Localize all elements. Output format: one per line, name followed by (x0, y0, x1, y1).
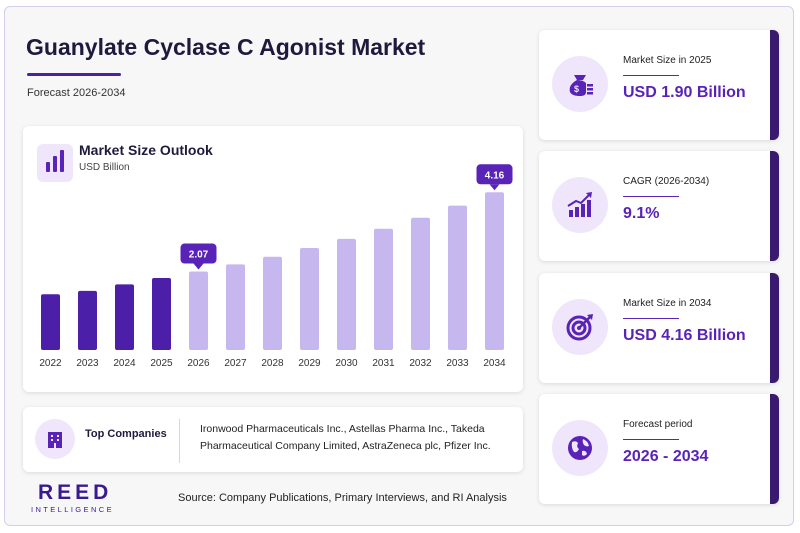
bar-chart: 2022 2023 2024 2025 2026 2027 2028 2029 2030 2031… (39, 164, 513, 369)
x-tick-label: 2023 (76, 358, 99, 369)
bar-2032 (411, 217, 430, 350)
target-icon (552, 299, 608, 355)
stat-value: 9.1% (623, 205, 660, 222)
bar-2033 (448, 205, 467, 350)
stat-rule (623, 318, 679, 319)
x-tick-label: 2031 (372, 358, 395, 369)
building-icon (35, 419, 75, 459)
stat-card-market-size-2034: Market Size in 2034 USD 4.16 Billion (539, 273, 779, 383)
x-tick-label: 2034 (483, 358, 506, 369)
bar-2031 (374, 228, 393, 350)
stat-card-forecast-period: Forecast period 2026 - 2034 (539, 394, 779, 504)
top-companies-card: Top Companies Ironwood Pharmaceuticals I… (23, 407, 523, 472)
card-edge (770, 394, 779, 504)
top-companies-list: Ironwood Pharmaceuticals Inc., Astellas … (200, 423, 491, 452)
money-bag-icon: $ (552, 56, 608, 112)
x-tick-label: 2028 (261, 358, 284, 369)
bar-2030 (337, 238, 356, 350)
svg-text:$: $ (574, 84, 579, 94)
stat-value: 2026 - 2034 (623, 448, 709, 465)
x-tick-label: 2027 (224, 358, 247, 369)
stat-label: CAGR (2026-2034) (623, 176, 710, 187)
x-tick-label: 2024 (113, 358, 136, 369)
market-size-chart-card: Market Size Outlook USD Billion 2022 2023… (23, 126, 523, 392)
logo-tagline: INTELLIGENCE (31, 505, 114, 514)
data-label: 4.16 (485, 170, 505, 181)
x-tick-label: 2029 (298, 358, 321, 369)
card-edge (770, 273, 779, 383)
x-tick-label: 2025 (150, 358, 173, 369)
page-title: Guanylate Cyclase C Agonist Market (26, 34, 426, 60)
stat-rule (623, 439, 679, 440)
bar-chart-icon (37, 144, 73, 182)
bar-2022 (41, 294, 60, 350)
bar-2034 (485, 192, 504, 350)
chart-unit: USD Billion (79, 162, 130, 173)
chart-title: Market Size Outlook (79, 142, 213, 158)
page-subtitle: Forecast 2026-2034 (27, 87, 126, 99)
logo-wordmark: REED (38, 481, 113, 504)
stat-value: USD 1.90 Billion (623, 84, 746, 101)
globe-icon (552, 420, 608, 476)
x-tick-label: 2032 (409, 358, 432, 369)
data-label: 2.07 (189, 250, 209, 261)
bar-2025 (152, 277, 171, 350)
stat-card-cagr: CAGR (2026-2034) 9.1% (539, 151, 779, 261)
stat-value: USD 4.16 Billion (623, 327, 746, 344)
value-callout-2026: 2.07 (180, 243, 217, 270)
title-underline (27, 73, 121, 76)
bar-2023 (78, 290, 97, 350)
card-edge (770, 151, 779, 261)
stat-rule (623, 75, 679, 76)
top-companies-label: Top Companies (85, 428, 167, 440)
bar-2024 (115, 284, 134, 350)
bar-2027 (226, 264, 245, 350)
stat-label: Market Size in 2025 (623, 55, 712, 66)
bar-2028 (263, 256, 282, 350)
stat-card-market-size-2025: $ Market Size in 2025 USD 1.90 Billion (539, 30, 779, 140)
value-callout-2034: 4.16 (476, 164, 513, 191)
x-tick-label: 2033 (446, 358, 469, 369)
card-edge (770, 30, 779, 140)
stat-label: Market Size in 2034 (623, 298, 712, 309)
stat-rule (623, 196, 679, 197)
divider (179, 419, 180, 463)
stat-label: Forecast period (623, 419, 693, 430)
source-note: Source: Company Publications, Primary In… (178, 492, 507, 504)
x-tick-label: 2022 (39, 358, 62, 369)
x-tick-label: 2026 (187, 358, 210, 369)
bar-2029 (300, 248, 319, 350)
bar-2026 (189, 271, 208, 350)
growth-chart-icon (552, 177, 608, 233)
x-tick-label: 2030 (335, 358, 358, 369)
